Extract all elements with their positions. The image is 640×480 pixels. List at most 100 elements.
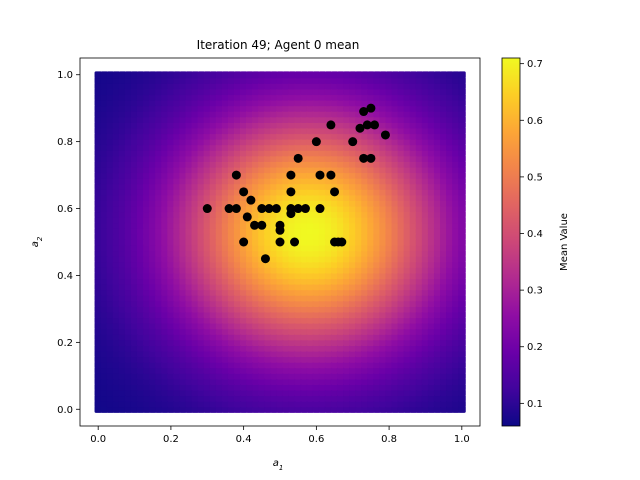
heatmap-cell bbox=[143, 166, 151, 174]
heatmap-cell bbox=[233, 227, 242, 235]
heatmap-cell bbox=[330, 210, 339, 218]
heatmap-cell bbox=[143, 378, 151, 386]
heatmap-cell bbox=[270, 372, 278, 380]
heatmap-cell bbox=[215, 277, 224, 285]
heatmap-cell bbox=[312, 115, 321, 123]
heatmap-cell bbox=[215, 216, 224, 224]
heatmap-cell bbox=[94, 76, 103, 84]
heatmap-cell bbox=[294, 121, 303, 129]
heatmap-cell bbox=[143, 71, 151, 79]
heatmap-cell bbox=[124, 233, 133, 241]
heatmap-cell bbox=[185, 188, 194, 196]
heatmap-cell bbox=[149, 305, 157, 313]
heatmap-cell bbox=[161, 383, 169, 391]
heatmap-cell bbox=[252, 327, 260, 335]
heatmap-cell bbox=[179, 104, 187, 112]
heatmap-cell bbox=[264, 283, 272, 291]
heatmap-cell bbox=[227, 160, 236, 168]
heatmap-cell bbox=[270, 143, 278, 151]
heatmap-cell bbox=[276, 327, 284, 335]
heatmap-cell bbox=[233, 104, 242, 112]
heatmap-cell bbox=[143, 238, 151, 246]
heatmap-cell bbox=[149, 244, 157, 252]
heatmap-cell bbox=[252, 182, 260, 190]
heatmap-cell bbox=[233, 299, 242, 307]
heatmap-cell bbox=[258, 299, 266, 307]
heatmap-cell bbox=[100, 99, 109, 107]
heatmap-cell bbox=[143, 311, 151, 319]
heatmap-cell bbox=[179, 71, 187, 79]
heatmap-cell bbox=[300, 171, 309, 179]
heatmap-cell bbox=[167, 194, 175, 202]
heatmap-cell bbox=[100, 138, 109, 146]
heatmap-cell bbox=[270, 194, 278, 202]
heatmap-cell bbox=[136, 260, 145, 268]
heatmap-cell bbox=[318, 127, 327, 135]
heatmap-cell bbox=[155, 249, 163, 257]
heatmap-cell bbox=[300, 182, 309, 190]
heatmap-cell bbox=[106, 166, 115, 174]
heatmap-cell bbox=[149, 188, 157, 196]
heatmap-cell bbox=[155, 127, 163, 135]
heatmap-cell bbox=[106, 205, 115, 213]
heatmap-cell bbox=[240, 394, 248, 402]
heatmap-cell bbox=[155, 132, 163, 140]
heatmap-cell bbox=[94, 294, 103, 302]
heatmap-cell bbox=[282, 366, 290, 374]
heatmap-cell bbox=[264, 138, 272, 146]
heatmap-cell bbox=[221, 339, 230, 346]
heatmap-cell bbox=[330, 305, 339, 313]
heatmap-cell bbox=[149, 400, 157, 408]
heatmap-cell bbox=[173, 244, 181, 252]
heatmap-cell bbox=[136, 188, 145, 196]
heatmap-cell bbox=[240, 294, 248, 302]
heatmap-cell bbox=[215, 149, 224, 157]
heatmap-cell bbox=[143, 205, 151, 213]
heatmap-cell bbox=[130, 76, 139, 84]
heatmap-cell bbox=[100, 316, 109, 324]
heatmap-cell bbox=[143, 160, 151, 168]
heatmap-cell bbox=[221, 277, 230, 285]
heatmap-cell bbox=[246, 171, 254, 179]
heatmap-cell bbox=[300, 355, 309, 363]
heatmap-cell bbox=[318, 405, 327, 413]
heatmap-cell bbox=[197, 255, 206, 263]
heatmap-cell bbox=[203, 277, 212, 285]
heatmap-cell bbox=[136, 132, 145, 140]
heatmap-cell bbox=[252, 366, 260, 374]
heatmap-cell bbox=[149, 132, 157, 140]
chart-title: Iteration 49; Agent 0 mean bbox=[197, 38, 360, 52]
heatmap-cell bbox=[130, 366, 139, 374]
heatmap-cell bbox=[203, 394, 212, 402]
heatmap-cell bbox=[155, 99, 163, 107]
heatmap-cell bbox=[336, 266, 345, 274]
heatmap-cell bbox=[124, 299, 133, 307]
heatmap-cell bbox=[179, 405, 187, 413]
heatmap-cell bbox=[300, 76, 309, 84]
heatmap-cell bbox=[246, 372, 254, 380]
heatmap-cell bbox=[215, 199, 224, 207]
heatmap-cell bbox=[130, 272, 139, 280]
heatmap-cell bbox=[179, 227, 187, 235]
heatmap-cell bbox=[227, 249, 236, 257]
heatmap-cell bbox=[324, 344, 333, 352]
heatmap-cell bbox=[221, 299, 230, 307]
heatmap-cell bbox=[221, 333, 230, 341]
heatmap-cell bbox=[203, 372, 212, 380]
heatmap-cell bbox=[258, 272, 266, 280]
heatmap-cell bbox=[215, 394, 224, 402]
heatmap-cell bbox=[240, 400, 248, 408]
heatmap-cell bbox=[118, 311, 127, 319]
heatmap-cell bbox=[197, 71, 206, 79]
heatmap-cell bbox=[124, 283, 133, 291]
heatmap-cell bbox=[240, 199, 248, 207]
heatmap-cell bbox=[112, 344, 121, 352]
heatmap-cell bbox=[318, 238, 327, 246]
heatmap-cell bbox=[270, 277, 278, 285]
heatmap-cell bbox=[227, 88, 236, 96]
heatmap-cell bbox=[294, 333, 303, 341]
heatmap-cell bbox=[185, 210, 194, 218]
heatmap-cell bbox=[294, 394, 303, 402]
heatmap-cell bbox=[233, 155, 242, 162]
colorbar-tick-label: 0.2 bbox=[527, 342, 543, 353]
